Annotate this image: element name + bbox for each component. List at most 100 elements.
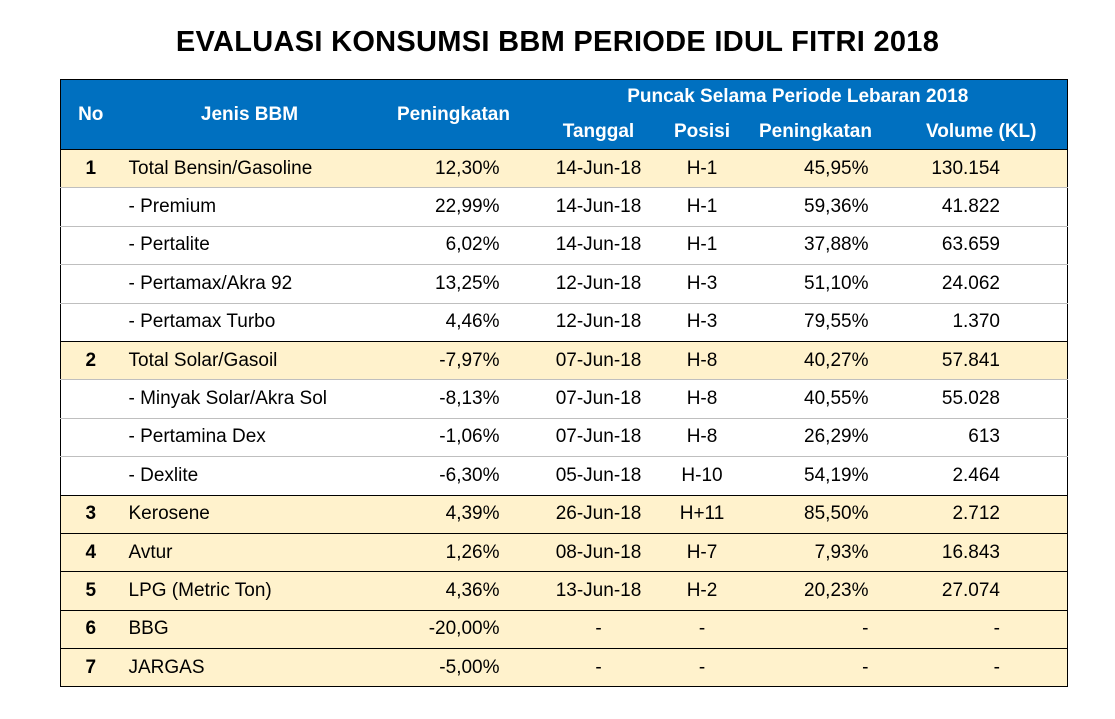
cell: 1 [60, 148, 121, 188]
cell: 24.062 [895, 264, 1068, 304]
cell: 5 [60, 571, 121, 611]
cell: BBG [120, 609, 379, 649]
cell: 4 [60, 532, 121, 572]
cell [60, 302, 121, 342]
cell: 45,95% [735, 148, 896, 188]
cell: 26-Jun-18 [528, 494, 669, 534]
cell: -8,13% [378, 379, 529, 419]
cell: 12-Jun-18 [528, 302, 669, 342]
cell: Total Solar/Gasoil [120, 340, 379, 380]
cell: Kerosene [120, 494, 379, 534]
cell: 55.028 [895, 379, 1068, 419]
cell: 13,25% [378, 264, 529, 304]
table: No Jenis BBM Peningkatan Puncak Selama P… [60, 79, 1068, 688]
cell: - Minyak Solar/Akra Sol [120, 379, 379, 419]
cell: - [895, 648, 1068, 687]
header-cell: Volume (KL) [895, 114, 1068, 150]
header-cell: Peningkatan [735, 114, 896, 150]
cell: 57.841 [895, 340, 1068, 380]
cell [60, 379, 121, 419]
cell [60, 417, 121, 457]
cell: 07-Jun-18 [528, 379, 669, 419]
cell [60, 264, 121, 304]
cell: 12,30% [378, 148, 529, 188]
table-row: - Dexlite -6,30% 05-Jun-18 H-10 54,19% 2.464 [60, 456, 1068, 496]
cell: 63.659 [895, 225, 1068, 265]
table-row: - Pertamax Turbo 4,46% 12-Jun-18 H-3 79,55% 1… [60, 302, 1068, 342]
cell: 26,29% [735, 417, 896, 457]
cell: 05-Jun-18 [528, 456, 669, 496]
cell: 41.822 [895, 187, 1068, 227]
cell [60, 187, 121, 227]
cell [60, 225, 121, 265]
cell: 14-Jun-18 [528, 187, 669, 227]
cell: -20,00% [378, 609, 529, 649]
cell: 16.843 [895, 532, 1068, 572]
cell: H+11 [668, 494, 736, 534]
cell: - [735, 609, 896, 649]
table-row: 3 Kerosene 4,39% 26-Jun-18 H+11 85,50% 2.712 [60, 494, 1068, 534]
header-cell: Tanggal [528, 114, 669, 150]
cell: 7,93% [735, 532, 896, 572]
cell: H-1 [668, 187, 736, 227]
cell: - Dexlite [120, 456, 379, 496]
cell: 4,39% [378, 494, 529, 534]
cell: H-8 [668, 340, 736, 380]
cell: 2.464 [895, 456, 1068, 496]
cell: 613 [895, 417, 1068, 457]
cell: H-1 [668, 225, 736, 265]
header-cell: No [60, 79, 121, 150]
cell: H-1 [668, 148, 736, 188]
header-cell: Peningkatan [378, 79, 529, 150]
cell: 54,19% [735, 456, 896, 496]
header-cell: Posisi [668, 114, 736, 150]
table-row: - Pertalite 6,02% 14-Jun-18 H-1 37,88% 63.659 [60, 225, 1068, 265]
cell: - [668, 609, 736, 649]
table-row: - Pertamax/Akra 92 13,25% 12-Jun-18 H-3 51,1… [60, 264, 1068, 304]
cell: - Pertamax Turbo [120, 302, 379, 342]
cell: 40,55% [735, 379, 896, 419]
cell: - [735, 648, 896, 687]
cell: 07-Jun-18 [528, 340, 669, 380]
cell: H-10 [668, 456, 736, 496]
cell: 37,88% [735, 225, 896, 265]
cell [60, 456, 121, 496]
header-cell: Jenis BBM [120, 79, 379, 150]
cell: 79,55% [735, 302, 896, 342]
cell: - [528, 609, 669, 649]
cell: 1.370 [895, 302, 1068, 342]
cell: H-8 [668, 417, 736, 457]
cell: 130.154 [895, 148, 1068, 188]
cell: 22,99% [378, 187, 529, 227]
cell: 6,02% [378, 225, 529, 265]
cell: 27.074 [895, 571, 1068, 611]
cell: - [668, 648, 736, 687]
table-header: No Jenis BBM Peningkatan Puncak Selama P… [60, 79, 1068, 150]
cell: 85,50% [735, 494, 896, 534]
cell: -7,97% [378, 340, 529, 380]
cell: 14-Jun-18 [528, 225, 669, 265]
header-cell: Puncak Selama Periode Lebaran 2018 [528, 79, 1068, 114]
cell: 7 [60, 648, 121, 687]
table-row: 4 Avtur 1,26% 08-Jun-18 H-7 7,93% 16.843 [60, 532, 1068, 572]
table-row: 6 BBG -20,00% - - - - [60, 609, 1068, 649]
cell: - [528, 648, 669, 687]
table-row: 5 LPG (Metric Ton) 4,36% 13-Jun-18 H-2 20,23%… [60, 571, 1068, 611]
table-row: 1 Total Bensin/Gasoline 12,30% 14-Jun-18 H-1… [60, 148, 1068, 188]
title: EVALUASI KONSUMSI BBM PERIODE IDUL FITRI… [175, 26, 940, 58]
cell: 12-Jun-18 [528, 264, 669, 304]
cell: - Premium [120, 187, 379, 227]
table-body: 1 Total Bensin/Gasoline 12,30% 14-Jun-18 H-1… [60, 148, 1068, 687]
cell: 3 [60, 494, 121, 534]
cell: -6,30% [378, 456, 529, 496]
cell: H-7 [668, 532, 736, 572]
cell: 07-Jun-18 [528, 417, 669, 457]
cell: JARGAS [120, 648, 379, 687]
cell: 13-Jun-18 [528, 571, 669, 611]
cell: -5,00% [378, 648, 529, 687]
cell: - Pertamina Dex [120, 417, 379, 457]
cell: 4,36% [378, 571, 529, 611]
table-row: - Pertamina Dex -1,06% 07-Jun-18 H-8 26,29% 6… [60, 417, 1068, 457]
cell: 1,26% [378, 532, 529, 572]
